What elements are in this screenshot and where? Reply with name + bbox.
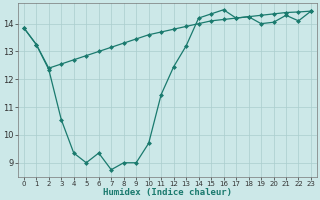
X-axis label: Humidex (Indice chaleur): Humidex (Indice chaleur) <box>103 188 232 197</box>
